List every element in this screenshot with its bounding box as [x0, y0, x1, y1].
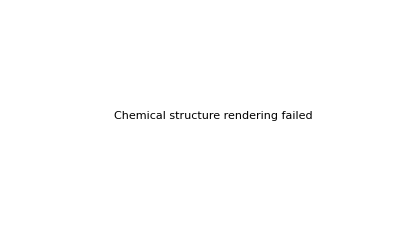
Text: Chemical structure rendering failed: Chemical structure rendering failed	[114, 111, 313, 121]
